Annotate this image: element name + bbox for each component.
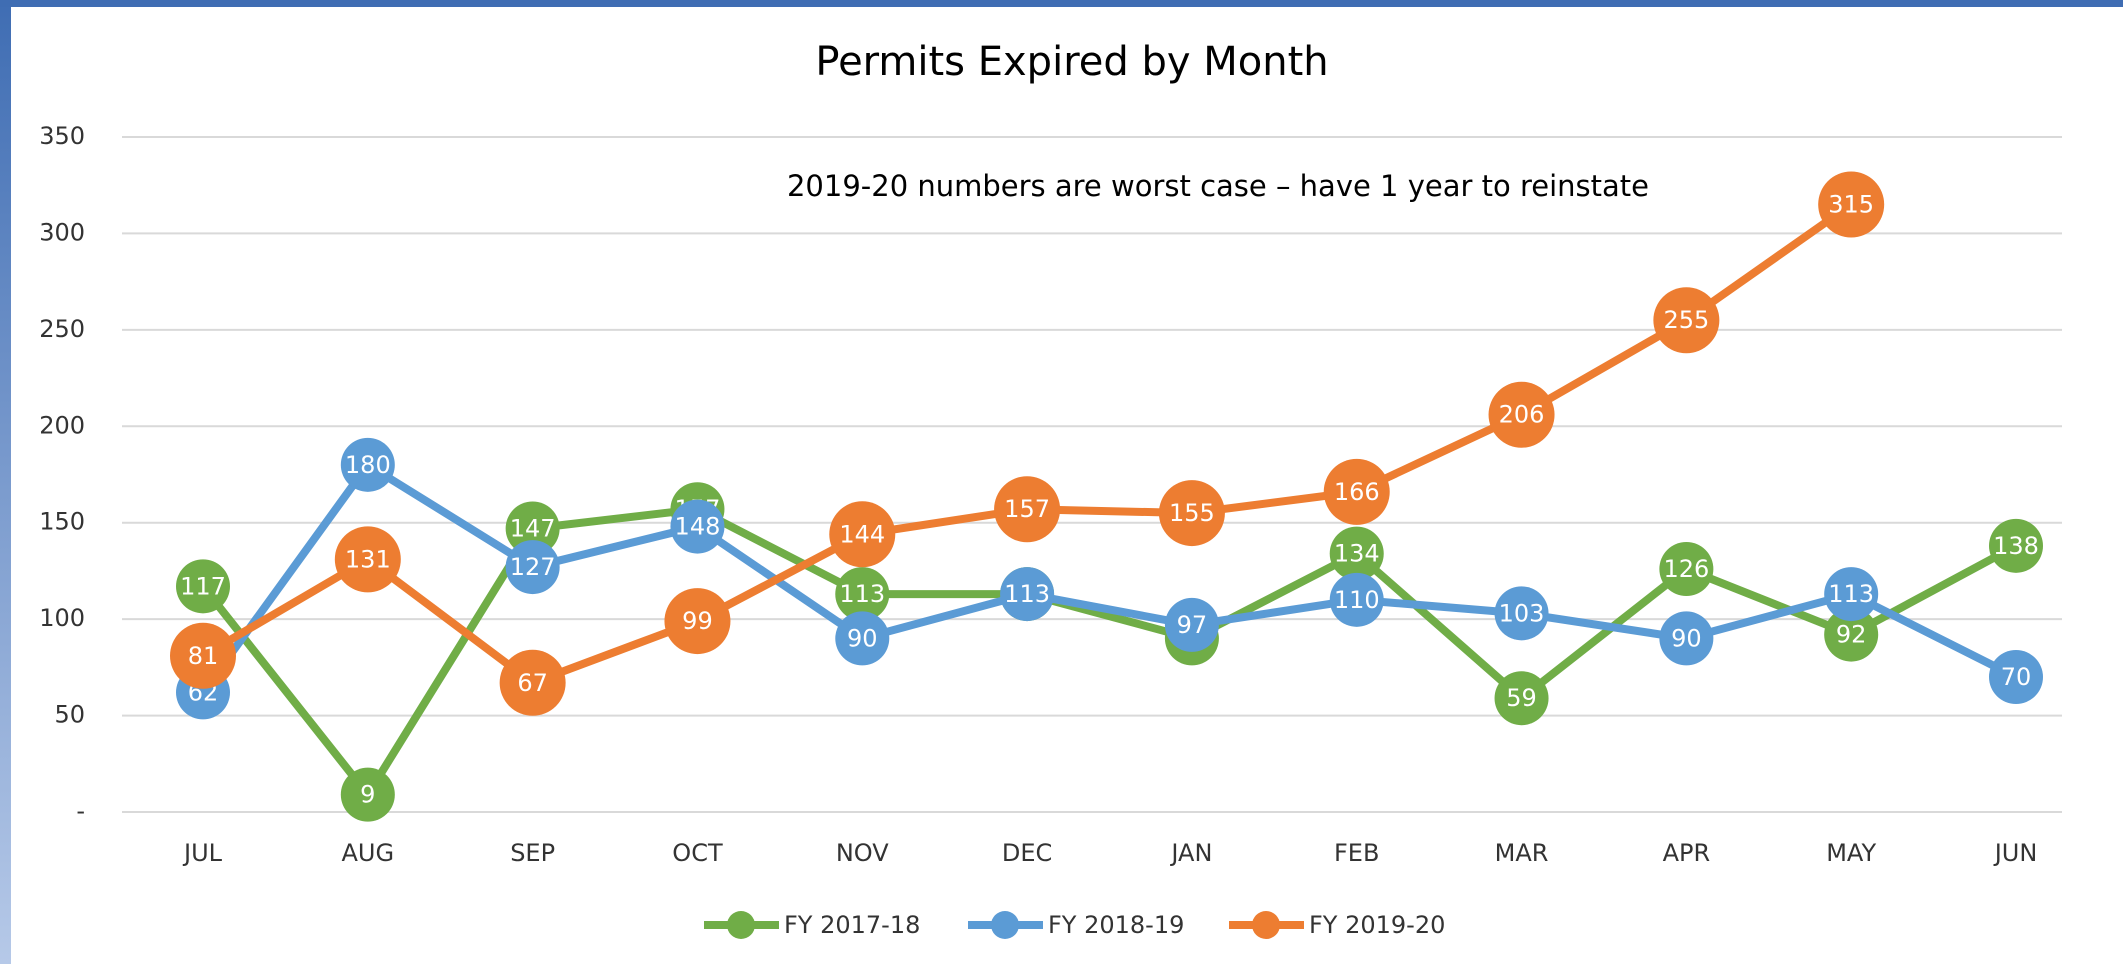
series-line [199, 505, 2018, 799]
point-marker [340, 437, 395, 492]
top-border [0, 0, 2123, 7]
legend-marker [727, 911, 755, 939]
point-marker [1494, 586, 1549, 641]
data-label: 9 [360, 781, 375, 809]
point-marker [1659, 542, 1714, 596]
data-label: 103 [1499, 599, 1545, 627]
y-tick-label: 300 [39, 218, 85, 246]
data-label: 67 [517, 669, 548, 697]
point-marker [1488, 381, 1555, 448]
data-label: 144 [839, 520, 885, 548]
point-marker [829, 501, 896, 568]
y-tick-label: 100 [39, 604, 85, 632]
point-marker [334, 526, 401, 593]
data-label: 180 [345, 451, 391, 479]
point-marker [340, 767, 395, 822]
data-label: 99 [682, 607, 713, 635]
y-tick-label: 50 [54, 701, 85, 729]
chart-title: Permits Expired by Month [815, 39, 1328, 85]
y-tick-label: 350 [39, 122, 85, 150]
x-tick-label: JUL [182, 839, 223, 867]
data-label: 166 [1334, 478, 1380, 506]
point-marker [499, 649, 566, 716]
point-marker [994, 476, 1061, 543]
y-tick-label: 200 [39, 411, 85, 439]
data-label: 110 [1334, 586, 1380, 614]
data-label: 255 [1663, 306, 1709, 334]
point-marker [1989, 650, 2043, 704]
legend-label: FY 2017-18 [784, 911, 920, 939]
point-marker [670, 499, 725, 554]
x-tick-label: MAR [1495, 839, 1549, 867]
data-label: 134 [1334, 540, 1380, 568]
point-marker [1818, 171, 1885, 238]
x-tick-label: AUG [342, 839, 395, 867]
data-label: 147 [510, 515, 556, 543]
data-label: 155 [1169, 499, 1215, 527]
point-marker [1824, 567, 1879, 622]
data-label: 90 [847, 624, 878, 652]
annotation: 2019-20 numbers are worst case – have 1 … [787, 169, 1649, 203]
point-marker [1824, 607, 1879, 662]
point-marker [505, 501, 560, 556]
data-label: 97 [1177, 611, 1208, 639]
left-border [0, 0, 11, 964]
legend-label: FY 2018-19 [1048, 911, 1184, 939]
x-tick-label: FEB [1334, 839, 1379, 867]
point-marker [1164, 597, 1219, 652]
data-label: 315 [1828, 191, 1874, 219]
data-label: 117 [180, 572, 226, 600]
point-marker [505, 540, 560, 595]
y-tick-label: 150 [39, 508, 85, 536]
data-label: 148 [675, 513, 721, 541]
point-marker [176, 559, 230, 614]
data-label: 113 [839, 580, 885, 608]
data-label: 157 [1004, 495, 1050, 523]
point-marker [1659, 611, 1714, 666]
x-tick-label: APR [1663, 839, 1711, 867]
data-label: 90 [1671, 624, 1702, 652]
data-label: 206 [1499, 401, 1545, 429]
x-tick-label: OCT [672, 839, 723, 867]
data-label: 113 [1004, 580, 1050, 608]
data-label: 81 [188, 642, 219, 670]
x-tick-label: SEP [510, 839, 555, 867]
x-tick-label: NOV [836, 839, 889, 867]
point-marker [835, 567, 890, 622]
data-label: 59 [1506, 684, 1537, 712]
data-label: 138 [1993, 532, 2039, 560]
point-marker [1653, 287, 1720, 354]
point-marker [1989, 518, 2043, 573]
y-tick-label: - [76, 797, 85, 825]
y-tick-label: 250 [39, 315, 85, 343]
point-marker [170, 622, 236, 689]
legend-marker [1252, 911, 1280, 939]
legend-label: FY 2019-20 [1309, 911, 1445, 939]
point-marker [835, 611, 890, 666]
data-label: 70 [2001, 663, 2032, 691]
point-marker [664, 588, 731, 655]
x-tick-label: DEC [1002, 839, 1052, 867]
data-label: 127 [510, 553, 556, 581]
data-label: 131 [345, 545, 391, 573]
point-marker [1323, 458, 1390, 525]
point-marker [1329, 526, 1384, 581]
series-line [199, 460, 2018, 695]
x-tick-label: JAN [1169, 839, 1212, 867]
x-tick-label: MAY [1826, 839, 1876, 867]
point-marker [1329, 572, 1384, 627]
data-label: 126 [1663, 555, 1709, 583]
point-marker [1000, 567, 1055, 622]
point-marker [1158, 480, 1225, 547]
data-label: 113 [1828, 580, 1874, 608]
point-marker [1494, 671, 1549, 726]
legend-marker [991, 911, 1019, 939]
x-tick-label: JUN [1993, 839, 2038, 867]
data-label: 92 [1836, 621, 1867, 649]
